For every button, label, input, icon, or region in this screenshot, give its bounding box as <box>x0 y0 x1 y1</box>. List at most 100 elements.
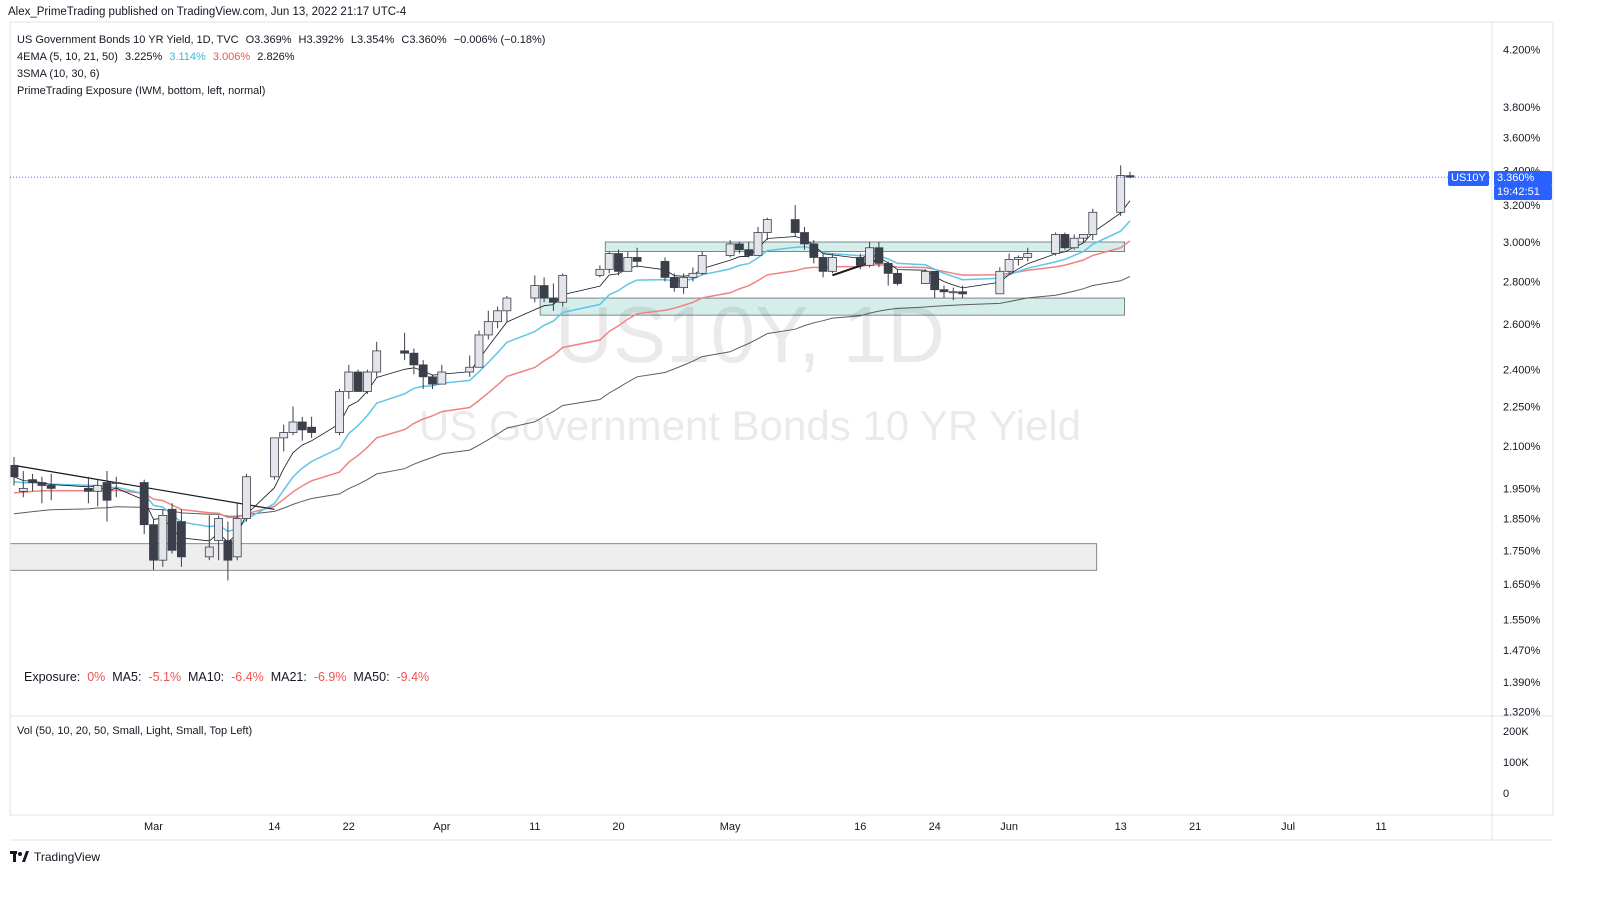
candle <box>84 476 93 504</box>
candle-body <box>549 297 558 303</box>
candle-body <box>883 262 893 274</box>
x-tick-label: 21 <box>1189 821 1201 833</box>
sma-legend[interactable]: 3SMA (10, 30, 6) <box>17 68 104 80</box>
candle <box>204 515 214 561</box>
candles-layer <box>9 165 1135 581</box>
exposure-value: 0% <box>87 670 106 684</box>
candle <box>1060 232 1070 250</box>
candle <box>632 247 642 268</box>
x-tick-label: Apr <box>433 821 450 833</box>
ohlc-high: H3.392% <box>298 34 344 46</box>
candle <box>428 374 437 390</box>
plot-frame <box>9 21 1554 816</box>
candle <box>614 249 623 276</box>
candle <box>679 273 688 294</box>
candle-body <box>948 291 958 294</box>
candle <box>855 253 865 270</box>
candle <box>865 242 874 268</box>
exposure-indicator-legend[interactable]: PrimeTrading Exposure (IWM, bottom, left… <box>17 85 269 97</box>
candle-body <box>158 515 168 561</box>
candle <box>1004 253 1014 274</box>
candle <box>149 518 158 571</box>
candle-body <box>1116 175 1126 213</box>
candle <box>362 369 372 394</box>
candle <box>1051 232 1060 256</box>
ema-legend[interactable]: 4EMA (5, 10, 21, 50) 3.225% 3.114% 3.006… <box>17 51 299 63</box>
symbol-price-tag: US10Y <box>1448 171 1489 186</box>
candle-body <box>279 432 289 439</box>
watermark: US10Y, 1D US Government Bonds 10 YR Yield <box>419 290 1081 449</box>
zone-box <box>539 297 1125 316</box>
candle <box>893 269 902 286</box>
candle-body <box>372 350 382 373</box>
candle <box>474 330 484 368</box>
ma10-label: MA10: <box>188 670 225 684</box>
tradingview-logo[interactable]: TradingView <box>10 850 100 864</box>
x-tick-label: 22 <box>343 821 355 833</box>
y-tick-label: 2.250% <box>1503 402 1541 414</box>
volume-axis-label: 100K <box>1503 757 1529 769</box>
candle <box>214 515 224 561</box>
candle-body <box>604 253 614 270</box>
symbol-legend[interactable]: US Government Bonds 10 YR Yield, 1D, TVC… <box>17 34 549 46</box>
zone-box <box>604 241 1126 252</box>
candle-body <box>893 272 902 284</box>
x-tick-label: 11 <box>1375 821 1386 833</box>
candle <box>735 242 744 254</box>
published-caption: Alex_PrimeTrading published on TradingVi… <box>8 6 407 18</box>
candle-body <box>502 297 512 312</box>
candle <box>93 479 103 507</box>
last-price-tag: 3.360% <box>1494 171 1552 186</box>
ema-value-2: 3.114% <box>169 51 206 63</box>
candle <box>288 406 298 436</box>
candle <box>242 473 251 522</box>
ohlc-close: C3.360% <box>401 34 447 46</box>
candle-body <box>744 249 754 256</box>
candle <box>539 277 549 303</box>
candle-body <box>242 476 251 519</box>
candle <box>400 332 410 361</box>
candle <box>595 265 605 278</box>
candle <box>753 226 763 256</box>
candle <box>344 364 354 399</box>
candle-body <box>958 291 967 295</box>
candle <box>46 473 56 501</box>
candle <box>1125 171 1135 179</box>
candle-body <box>288 421 298 433</box>
candle-body <box>139 482 149 526</box>
candle-body <box>353 371 363 392</box>
candle <box>223 521 233 581</box>
candle <box>828 253 837 274</box>
candle-body <box>753 232 763 256</box>
y-tick-label: 1.650% <box>1503 579 1541 591</box>
candle <box>558 273 568 307</box>
ohlc-low: L3.354% <box>350 34 395 46</box>
candle <box>744 242 754 258</box>
candle-body <box>1014 257 1023 260</box>
y-tick-label: 1.950% <box>1503 483 1541 495</box>
candle <box>111 476 121 498</box>
candle-body <box>828 257 837 272</box>
candle-body <box>930 270 940 291</box>
candle-body <box>335 391 344 433</box>
volume-pane-title[interactable]: Vol (50, 10, 20, 50, Small, Light, Small… <box>17 725 253 737</box>
candle-body <box>437 371 447 385</box>
y-tick-label: 3.600% <box>1503 133 1541 145</box>
candle-body <box>46 485 56 489</box>
exposure-label: Exposure: <box>24 670 81 684</box>
candle-body <box>614 253 623 272</box>
ma5-value: -5.1% <box>148 670 182 684</box>
candle <box>335 389 344 436</box>
axes-layer: 4.200%3.800%3.600%3.400%3.200%3.000%2.80… <box>9 21 1554 841</box>
ema10-line <box>13 220 1131 533</box>
ohlc-open: O3.369% <box>245 34 292 46</box>
candle-body <box>660 260 670 278</box>
ma21-value: -6.9% <box>313 670 347 684</box>
exposure-readout: Exposure: 0% MA5: -5.1% MA10: -6.4% MA21… <box>24 670 429 684</box>
y-tick-label: 3.200% <box>1503 200 1541 212</box>
candle <box>623 251 633 272</box>
x-tick-label: May <box>720 821 741 833</box>
x-tick-label: 24 <box>929 821 941 833</box>
candle-body <box>232 518 242 558</box>
